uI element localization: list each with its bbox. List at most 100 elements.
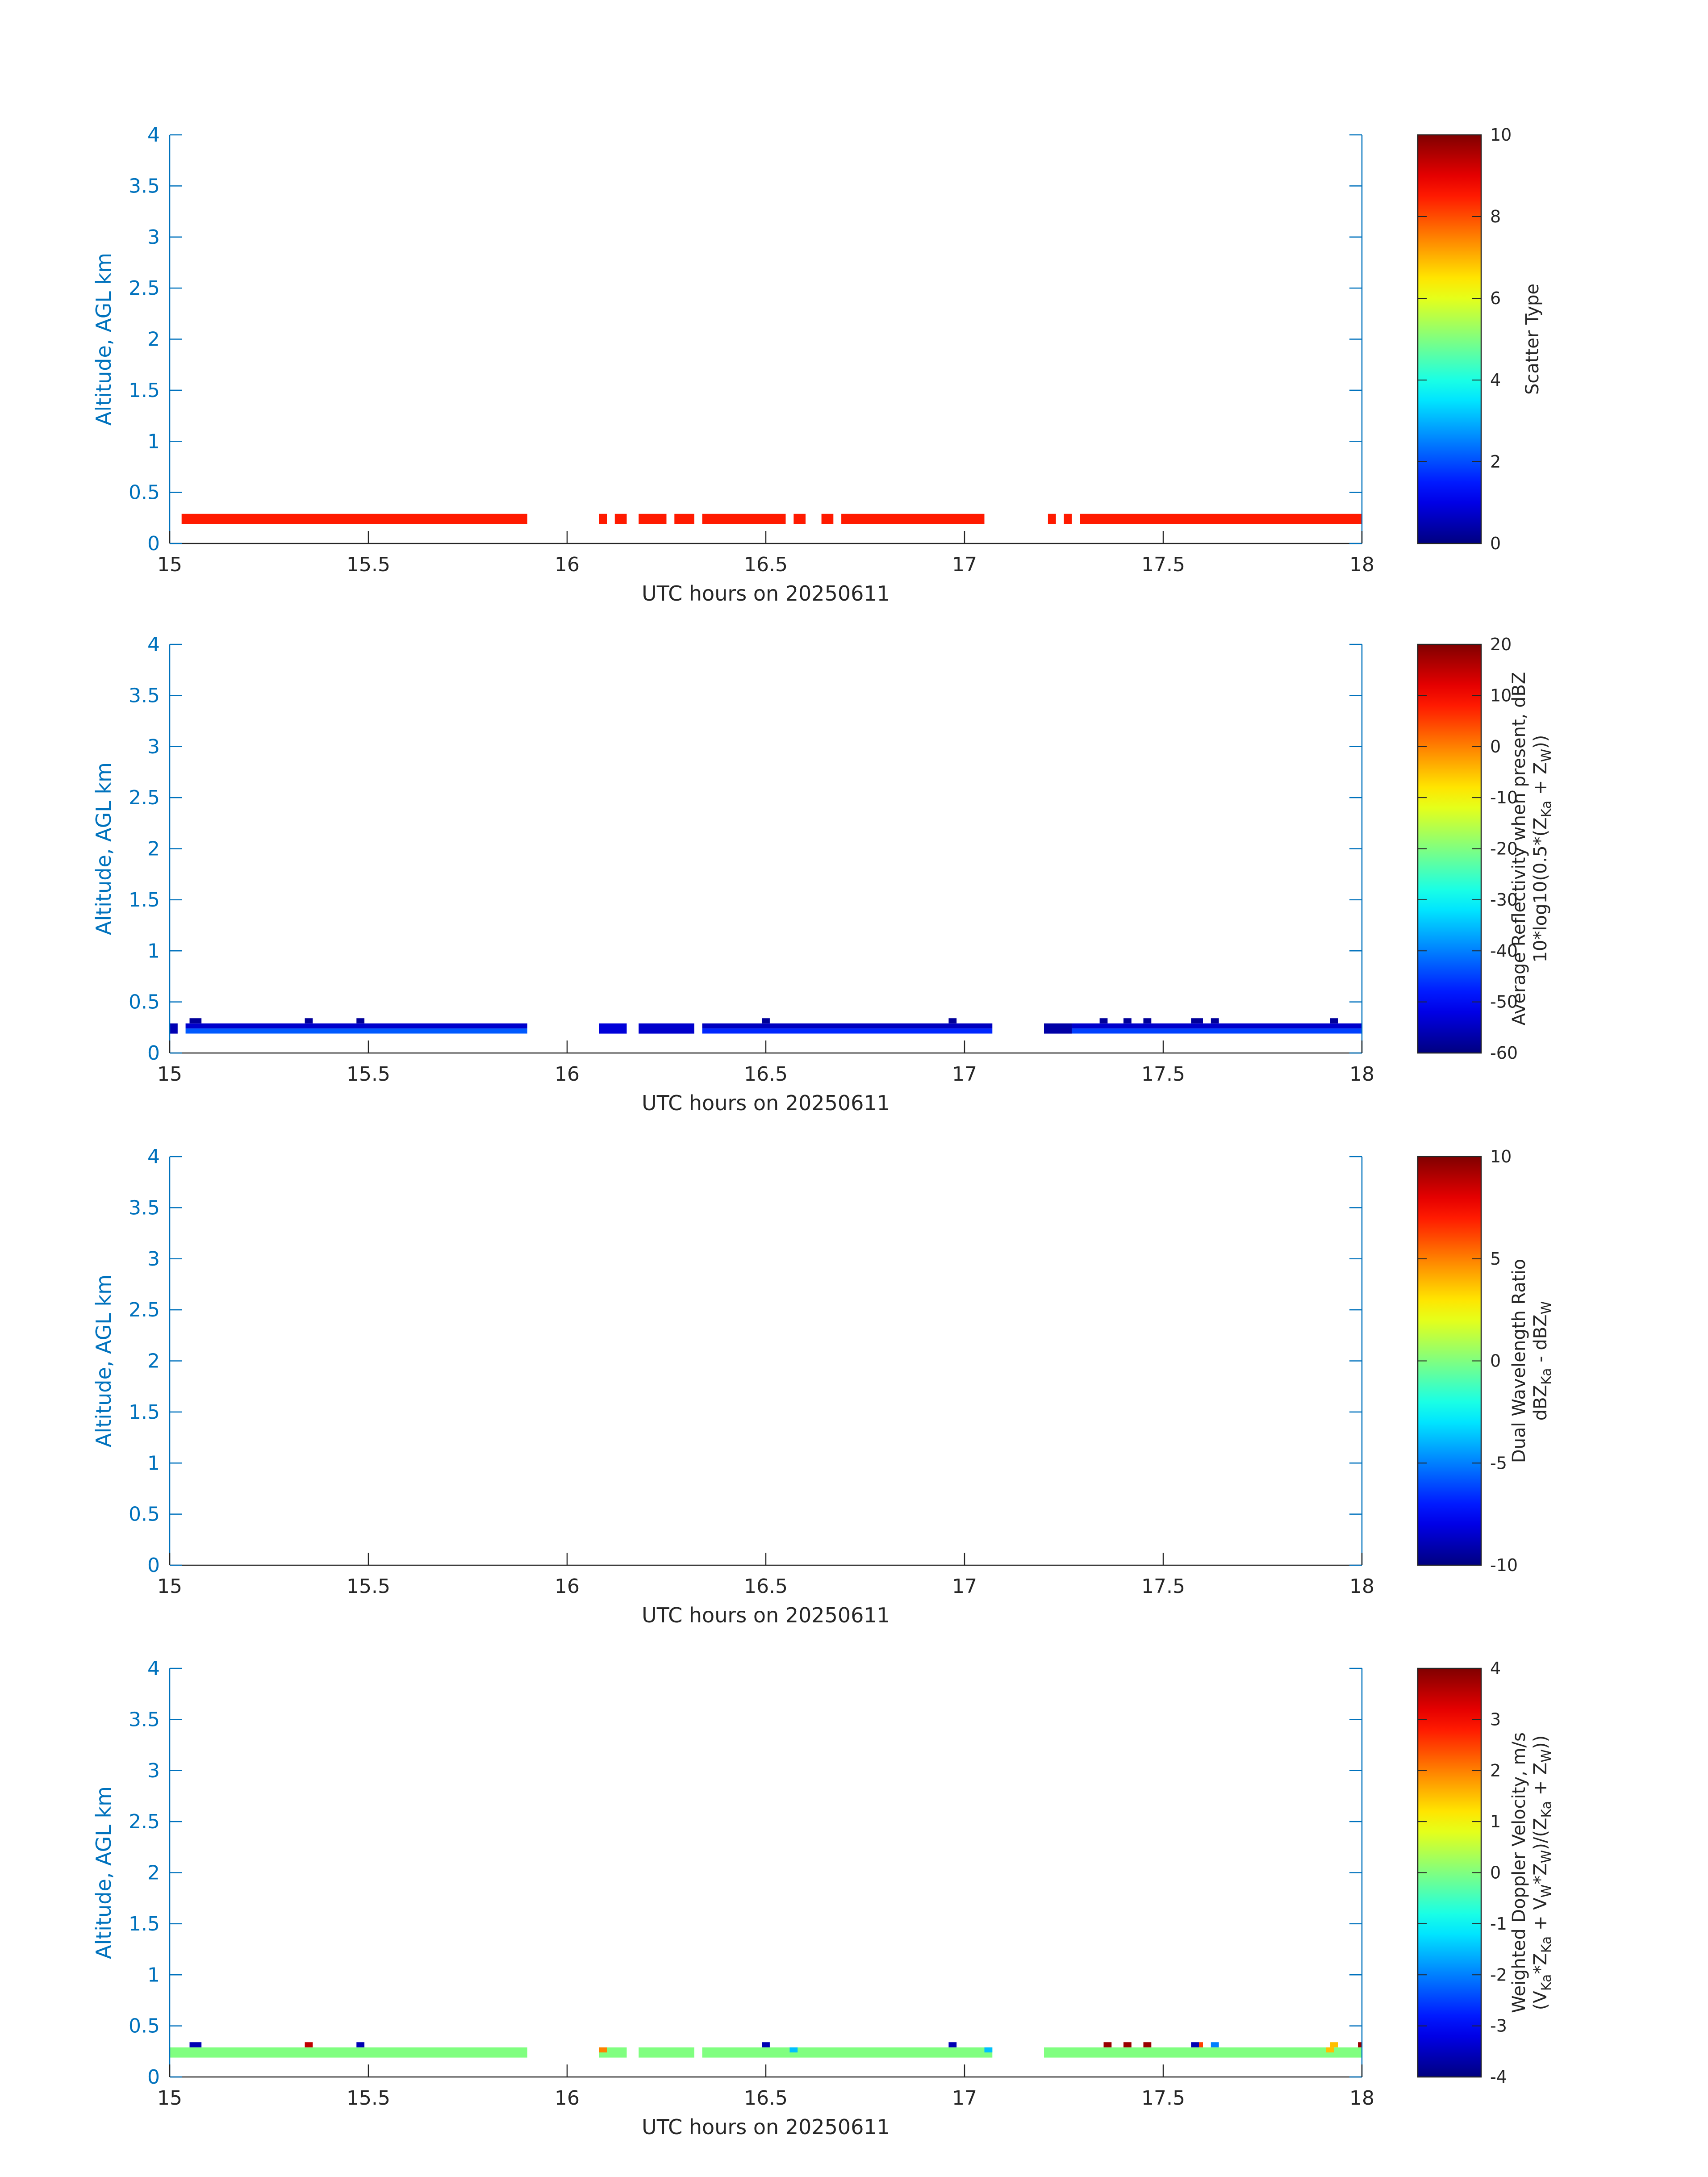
colorbar-tick-label: -40 (1490, 941, 1518, 961)
panel-3: 0 0.5 1 1.5 2 2.5 3 3.5 4 15 15.5 16 16.5 17 17.5 18 UTC… (92, 1145, 1554, 1627)
y-tick-label: 1.5 (129, 889, 160, 911)
data-cell (1211, 1018, 1219, 1024)
colorbar-tick-label: 3 (1490, 1709, 1501, 1729)
data-cell (1080, 514, 1362, 524)
x-tick-label: 16.5 (744, 1575, 788, 1598)
data-cell (1143, 1018, 1152, 1024)
data-cell (170, 1023, 178, 1034)
colorbar-tick-label: -10 (1490, 1555, 1518, 1575)
data-cell (1103, 2042, 1112, 2047)
x-tick-label: 18 (1349, 553, 1374, 576)
colorbar-tick-label: -30 (1490, 890, 1518, 910)
x-tick-label: 17.5 (1141, 553, 1185, 576)
x-tick-label: 15.5 (347, 1063, 390, 1086)
data-cell (181, 514, 527, 524)
y-tick-label: 4 (147, 633, 160, 656)
y-tick-label: 3 (147, 1248, 160, 1270)
x-tick-label: 17.5 (1141, 1575, 1185, 1598)
colorbar: -4 -3 -2 -1 0 1 2 3 4 Weighted Doppler Velocity, … (1417, 1659, 1554, 2087)
x-tick-label: 17.5 (1141, 1063, 1185, 1086)
x-tick-label: 17 (952, 1575, 977, 1598)
colorbar-tick-label: 2 (1490, 452, 1501, 472)
colorbar-tick-label: 8 (1490, 207, 1501, 226)
colorbar-gradient (1417, 134, 1482, 544)
y-tick-label: 3.5 (129, 1196, 160, 1219)
y-tick-label: 3.5 (129, 175, 160, 197)
data-cell (1191, 2042, 1199, 2047)
data-cell (1072, 1023, 1362, 1029)
data-cell (356, 2042, 365, 2047)
x-tick-label: 16 (555, 1063, 580, 1086)
data-cell (1123, 2042, 1132, 2047)
data-cell (639, 2047, 694, 2058)
data-cell (821, 514, 834, 524)
y-tick-label: 1 (147, 430, 160, 453)
data-cell (1143, 2042, 1152, 2047)
y-tick-label: 3.5 (129, 1708, 160, 1731)
colorbar: 0 2 4 6 8 10 Scatter Type (1417, 125, 1543, 553)
y-tick-label: 2 (147, 328, 160, 351)
data-cell (305, 2042, 313, 2047)
data-cell (702, 1028, 993, 1034)
y-tick-label: 0.5 (129, 991, 160, 1014)
x-axis-label: UTC hours on 20250611 (642, 2115, 890, 2139)
data-cell (1191, 1018, 1203, 1024)
x-tick-label: 16 (555, 1575, 580, 1598)
x-tick-label: 17.5 (1141, 2087, 1185, 2110)
colorbar-gradient (1417, 1667, 1482, 2078)
colorbar-tick-label: -50 (1490, 992, 1518, 1012)
data-cell (841, 514, 985, 524)
data-cell (599, 514, 607, 524)
x-tick-label: 17 (952, 553, 977, 576)
data-cell (614, 514, 627, 524)
x-tick-label: 16 (555, 553, 580, 576)
colorbar-tick-label: 0 (1490, 1863, 1501, 1883)
data-cell (948, 2042, 957, 2047)
data-cell (762, 2042, 770, 2047)
x-tick-label: 15.5 (347, 1575, 390, 1598)
data-cell (639, 1023, 694, 1034)
data-cell (1358, 2042, 1362, 2047)
panel-4: 0 0.5 1 1.5 2 2.5 3 3.5 4 15 15.5 16 16.5 17 17.5 18 UTC… (92, 1657, 1554, 2139)
data-cells (181, 514, 1362, 524)
data-cell (674, 514, 694, 524)
data-cell (1044, 2047, 1362, 2058)
x-tick-label: 18 (1349, 1063, 1374, 1086)
data-cell (1044, 1023, 1072, 1034)
y-tick-label: 2 (147, 838, 160, 861)
data-cell (1072, 1028, 1362, 1034)
x-tick-label: 16.5 (744, 1063, 788, 1086)
colorbar-tick-label: -5 (1490, 1453, 1507, 1473)
data-cell (789, 2047, 798, 2053)
x-tick-label: 15 (157, 1063, 182, 1086)
y-axis-label: Altitude, AGL km (92, 1274, 116, 1447)
data-cells (170, 2042, 1362, 2058)
x-tick-label: 17 (952, 1063, 977, 1086)
y-tick-label: 0 (147, 532, 160, 555)
data-cell (305, 1018, 313, 1024)
data-cell (1099, 1018, 1108, 1024)
y-tick-label: 2 (147, 1350, 160, 1373)
data-cell (702, 1023, 993, 1029)
colorbar-tick-label: 1 (1490, 1812, 1501, 1831)
y-tick-label: 0 (147, 2066, 160, 2089)
y-tick-label: 0.5 (129, 2015, 160, 2038)
colorbar-tick-label: 6 (1490, 288, 1501, 308)
y-tick-label: 2.5 (129, 1299, 160, 1321)
x-tick-label: 18 (1349, 2087, 1374, 2110)
colorbar-gradient (1417, 1156, 1482, 1566)
y-axis-label: Altitude, AGL km (92, 1786, 116, 1959)
colorbar-tick-label: -10 (1490, 788, 1518, 807)
x-tick-label: 15.5 (347, 2087, 390, 2110)
data-cell (702, 2047, 993, 2058)
x-axis-label: UTC hours on 20250611 (642, 1603, 890, 1627)
colorbar-tick-label: -20 (1490, 839, 1518, 859)
colorbar-tick-label: 10 (1490, 685, 1512, 705)
data-cell (984, 2047, 993, 2053)
colorbar-label: Scatter Type (1522, 284, 1543, 395)
y-tick-label: 2.5 (129, 277, 160, 300)
colorbar-tick-label: 0 (1490, 737, 1501, 756)
data-cell (948, 1018, 957, 1024)
colorbar-tick-label: -3 (1490, 2016, 1507, 2036)
